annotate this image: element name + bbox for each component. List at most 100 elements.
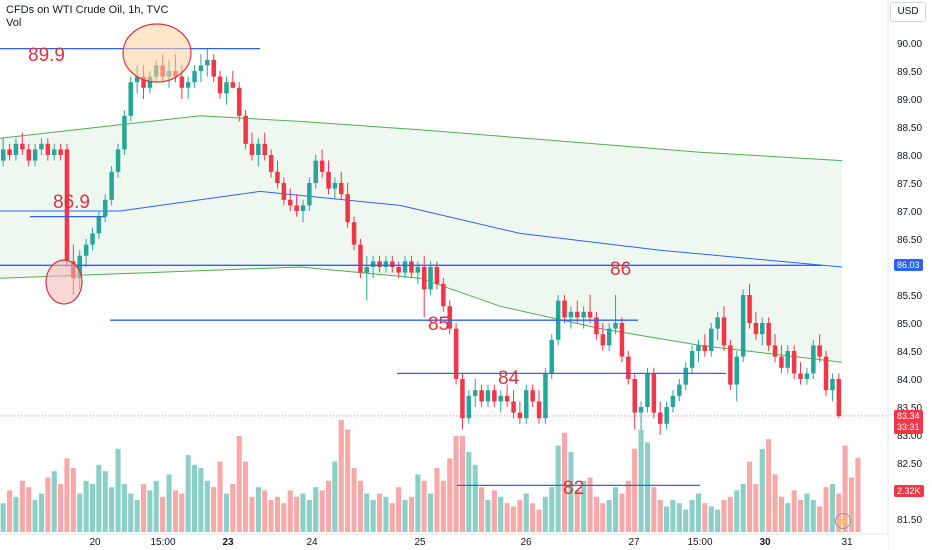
volume-bar bbox=[128, 493, 134, 532]
volume-bar bbox=[274, 496, 280, 532]
volume-bar bbox=[243, 461, 249, 532]
level-annotation: 86.9 bbox=[53, 192, 90, 213]
volume-bar bbox=[345, 429, 351, 532]
price-tick-label: 81.50 bbox=[897, 515, 922, 526]
candle bbox=[836, 373, 842, 419]
candle bbox=[345, 183, 350, 228]
candle bbox=[511, 390, 516, 419]
volume-bar bbox=[498, 496, 504, 532]
candle bbox=[581, 306, 586, 329]
candle bbox=[103, 194, 108, 223]
volume-bar bbox=[791, 490, 797, 532]
volume-bar bbox=[823, 487, 829, 532]
volume-bar bbox=[708, 506, 714, 532]
price-tick-label: 84.00 bbox=[897, 375, 922, 386]
candle bbox=[351, 216, 357, 251]
candle bbox=[530, 384, 535, 407]
volume-bar bbox=[313, 487, 319, 532]
volume-bar bbox=[849, 477, 855, 532]
level-annotation: 82 bbox=[563, 478, 584, 499]
volume-bar bbox=[230, 484, 236, 532]
candle bbox=[517, 401, 523, 424]
volume-bar bbox=[778, 496, 784, 532]
volume-bar bbox=[198, 468, 204, 532]
candle bbox=[600, 323, 606, 351]
candle bbox=[20, 132, 25, 155]
price-tick-label: 88.00 bbox=[897, 151, 922, 162]
candle bbox=[549, 334, 554, 379]
volume-bar bbox=[58, 484, 64, 532]
candle bbox=[383, 255, 389, 273]
volume-bar bbox=[255, 487, 261, 532]
candle bbox=[453, 323, 459, 385]
volume-bar bbox=[517, 500, 523, 532]
candle bbox=[319, 149, 325, 178]
volume-bar bbox=[211, 487, 217, 532]
candle bbox=[645, 367, 650, 413]
replay-icon[interactable]: ⚡ bbox=[835, 513, 851, 529]
candle bbox=[115, 143, 121, 178]
volume-bar bbox=[370, 500, 376, 532]
volume-bar bbox=[338, 420, 344, 532]
price-tick-label: 89.00 bbox=[897, 95, 922, 106]
volume-bar bbox=[510, 506, 516, 532]
candle bbox=[256, 138, 261, 167]
candle bbox=[734, 351, 739, 402]
volume-bar bbox=[32, 500, 38, 532]
price-tick-label: 82.50 bbox=[897, 459, 922, 470]
candle bbox=[281, 177, 287, 206]
volume-bar bbox=[695, 493, 701, 532]
candle bbox=[543, 367, 548, 424]
volume-bar bbox=[147, 490, 153, 532]
candle bbox=[677, 379, 682, 402]
candle bbox=[332, 177, 338, 200]
volume-bar bbox=[38, 493, 44, 532]
candle bbox=[217, 71, 223, 99]
volume-bar bbox=[804, 493, 810, 532]
volume-bar bbox=[402, 500, 408, 532]
candle bbox=[64, 143, 70, 267]
currency-button[interactable]: USD bbox=[890, 2, 926, 22]
volume-bar bbox=[772, 474, 778, 532]
candle bbox=[830, 373, 835, 402]
candle bbox=[594, 311, 599, 340]
volume-bar bbox=[421, 480, 427, 532]
candle bbox=[90, 227, 95, 251]
volume-bar bbox=[185, 455, 191, 532]
volume-bar bbox=[625, 480, 631, 532]
candle bbox=[313, 155, 318, 189]
highlight-circle-top bbox=[122, 23, 192, 83]
volume-bar bbox=[223, 493, 229, 532]
candle bbox=[83, 239, 89, 267]
candle bbox=[651, 367, 657, 419]
volume-bar bbox=[70, 468, 76, 532]
candle bbox=[275, 160, 280, 189]
volume-bar bbox=[160, 496, 166, 532]
candle bbox=[492, 384, 497, 407]
candle bbox=[772, 334, 778, 363]
volume-bar bbox=[555, 445, 561, 532]
candle bbox=[364, 255, 369, 301]
time-tick-label: 20 bbox=[89, 537, 101, 548]
volume-bar bbox=[613, 487, 619, 532]
volume-bar bbox=[453, 436, 459, 532]
candle bbox=[122, 110, 127, 155]
candle bbox=[740, 289, 746, 363]
volume-bar bbox=[351, 468, 357, 532]
volume-bar bbox=[727, 496, 733, 532]
candle bbox=[721, 306, 727, 351]
volume-bar bbox=[415, 474, 421, 532]
volume-bar bbox=[542, 496, 548, 532]
volume-bar bbox=[447, 458, 453, 532]
candle bbox=[58, 143, 63, 161]
volume-bar bbox=[109, 487, 115, 532]
candle bbox=[128, 76, 133, 122]
candle bbox=[466, 390, 472, 424]
candle bbox=[683, 362, 688, 391]
candle bbox=[823, 351, 829, 396]
volume-bar bbox=[479, 487, 485, 532]
volume-bar bbox=[89, 484, 95, 532]
candle bbox=[632, 373, 637, 430]
